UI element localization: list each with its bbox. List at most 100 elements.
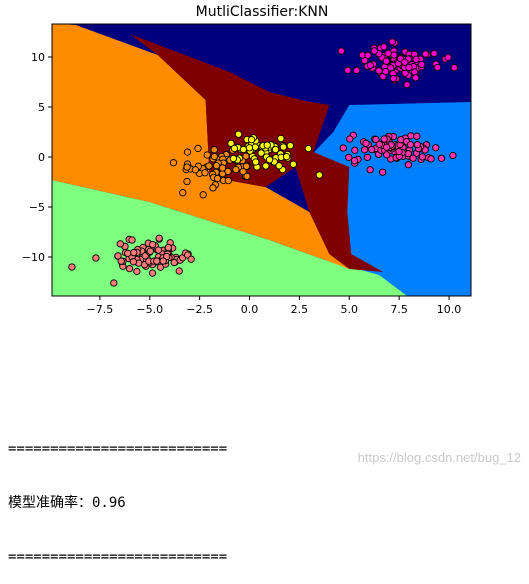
series-0-point xyxy=(418,60,426,69)
series-2-point xyxy=(209,184,217,192)
series-3-point xyxy=(275,162,283,170)
y-axis: 10 5 0 −5 −10 xyxy=(22,51,52,264)
series-0-point xyxy=(364,51,372,60)
x-tick-label: −5.0 xyxy=(136,303,163,316)
series-3-point xyxy=(263,141,271,149)
outlier-point xyxy=(110,279,118,287)
series-1-point xyxy=(449,151,457,160)
series-2-point xyxy=(194,144,202,153)
series-3-point xyxy=(252,158,260,166)
series-0-point xyxy=(401,69,409,77)
series-1-point xyxy=(382,143,391,151)
series-3-point xyxy=(279,143,288,151)
series-3-point xyxy=(265,156,274,164)
series-3-point xyxy=(257,149,265,157)
series-3-point xyxy=(247,136,256,144)
series-2-point xyxy=(210,146,218,154)
series-2-point xyxy=(213,174,222,183)
console-output: ========================== 模型准确率：0.96 ==… xyxy=(8,404,227,584)
series-0-point xyxy=(344,66,352,74)
series-2-point xyxy=(183,163,191,171)
series-1-point xyxy=(406,141,415,149)
series-2-point xyxy=(205,162,213,170)
series-1-point xyxy=(345,153,353,162)
separator-bottom: ========================== xyxy=(8,549,228,565)
series-1-point xyxy=(360,146,369,154)
y-tick-label: 0 xyxy=(38,151,45,164)
region-class-2 xyxy=(52,179,408,296)
series-2-point xyxy=(218,164,227,172)
series-0-point xyxy=(384,49,392,57)
series-2-point xyxy=(243,172,251,181)
y-tick-label: 5 xyxy=(38,101,45,114)
series-2-point xyxy=(169,159,178,167)
series-1-point xyxy=(413,141,422,149)
chart-title: MutliClassifier:KNN xyxy=(196,4,329,20)
series-3-point xyxy=(230,144,239,153)
decision-regions xyxy=(52,24,471,296)
series-1-point xyxy=(346,135,354,143)
series-1-point xyxy=(350,157,359,165)
series-0-point xyxy=(421,50,430,58)
series-2-point xyxy=(183,148,192,156)
series-2-point xyxy=(224,176,232,185)
series-4-point xyxy=(187,255,195,263)
series-0-point xyxy=(450,64,458,72)
series-1-point xyxy=(375,140,383,148)
series-2-point xyxy=(210,152,219,161)
series-3-point xyxy=(245,144,254,152)
series-3-point xyxy=(277,134,285,143)
series-0-point xyxy=(444,53,452,62)
series-2-point xyxy=(199,191,207,199)
series-1-point xyxy=(413,132,421,140)
series-1-point xyxy=(379,168,387,176)
x-tick-label: −2.5 xyxy=(186,303,213,316)
series-1-point xyxy=(418,153,427,161)
series-0-point xyxy=(389,74,398,83)
series-4-point xyxy=(146,247,154,255)
y-tick-label: −10 xyxy=(22,251,45,264)
series-2-point xyxy=(212,162,221,170)
series-1-point xyxy=(383,151,391,159)
series-1-point xyxy=(427,155,435,163)
series-3-point xyxy=(234,130,243,138)
chart-figure: MutliClassifier:KNN −7.5 −5.0 −2.5 0.0 2.5 5.… xyxy=(22,4,472,316)
series-0-point xyxy=(401,58,409,66)
x-tick-label: 10.0 xyxy=(437,303,462,316)
series-1-point xyxy=(395,147,403,156)
series-1-point xyxy=(366,166,374,174)
series-4-point xyxy=(125,264,134,273)
series-3-point xyxy=(227,139,235,148)
outlier-point xyxy=(92,254,100,262)
accuracy-line: 模型准确率：0.96 xyxy=(8,495,126,511)
series-4-point xyxy=(175,267,183,275)
series-1-point xyxy=(409,154,417,162)
region-class-4-tail xyxy=(295,152,384,272)
series-2-point xyxy=(183,177,191,186)
series-3-point xyxy=(304,144,313,153)
series-0-point xyxy=(403,81,411,89)
series-0-point xyxy=(412,55,420,63)
series-4-point xyxy=(148,269,157,277)
series-2-point xyxy=(179,189,187,197)
series-0-point xyxy=(353,66,361,75)
series-0-point xyxy=(388,38,396,46)
series-0-point xyxy=(381,67,390,76)
series-1-point xyxy=(404,150,412,158)
outlier-point xyxy=(339,144,347,152)
series-2-point xyxy=(232,165,240,174)
series-1-point xyxy=(380,135,388,143)
series-4-point xyxy=(153,257,161,265)
series-0-point xyxy=(405,63,413,72)
series-3-point xyxy=(229,154,238,163)
series-4-point xyxy=(129,258,138,266)
series-4-point xyxy=(155,234,163,242)
series-0-point xyxy=(370,47,378,55)
plot-area xyxy=(52,24,471,296)
series-3-point xyxy=(289,160,298,168)
series-0-point xyxy=(412,74,420,82)
x-axis: −7.5 −5.0 −2.5 0.0 2.5 5.0 7.5 10.0 xyxy=(87,296,462,316)
series-2-point xyxy=(242,162,251,170)
series-3-point xyxy=(271,145,280,154)
series-0-point xyxy=(390,51,398,59)
